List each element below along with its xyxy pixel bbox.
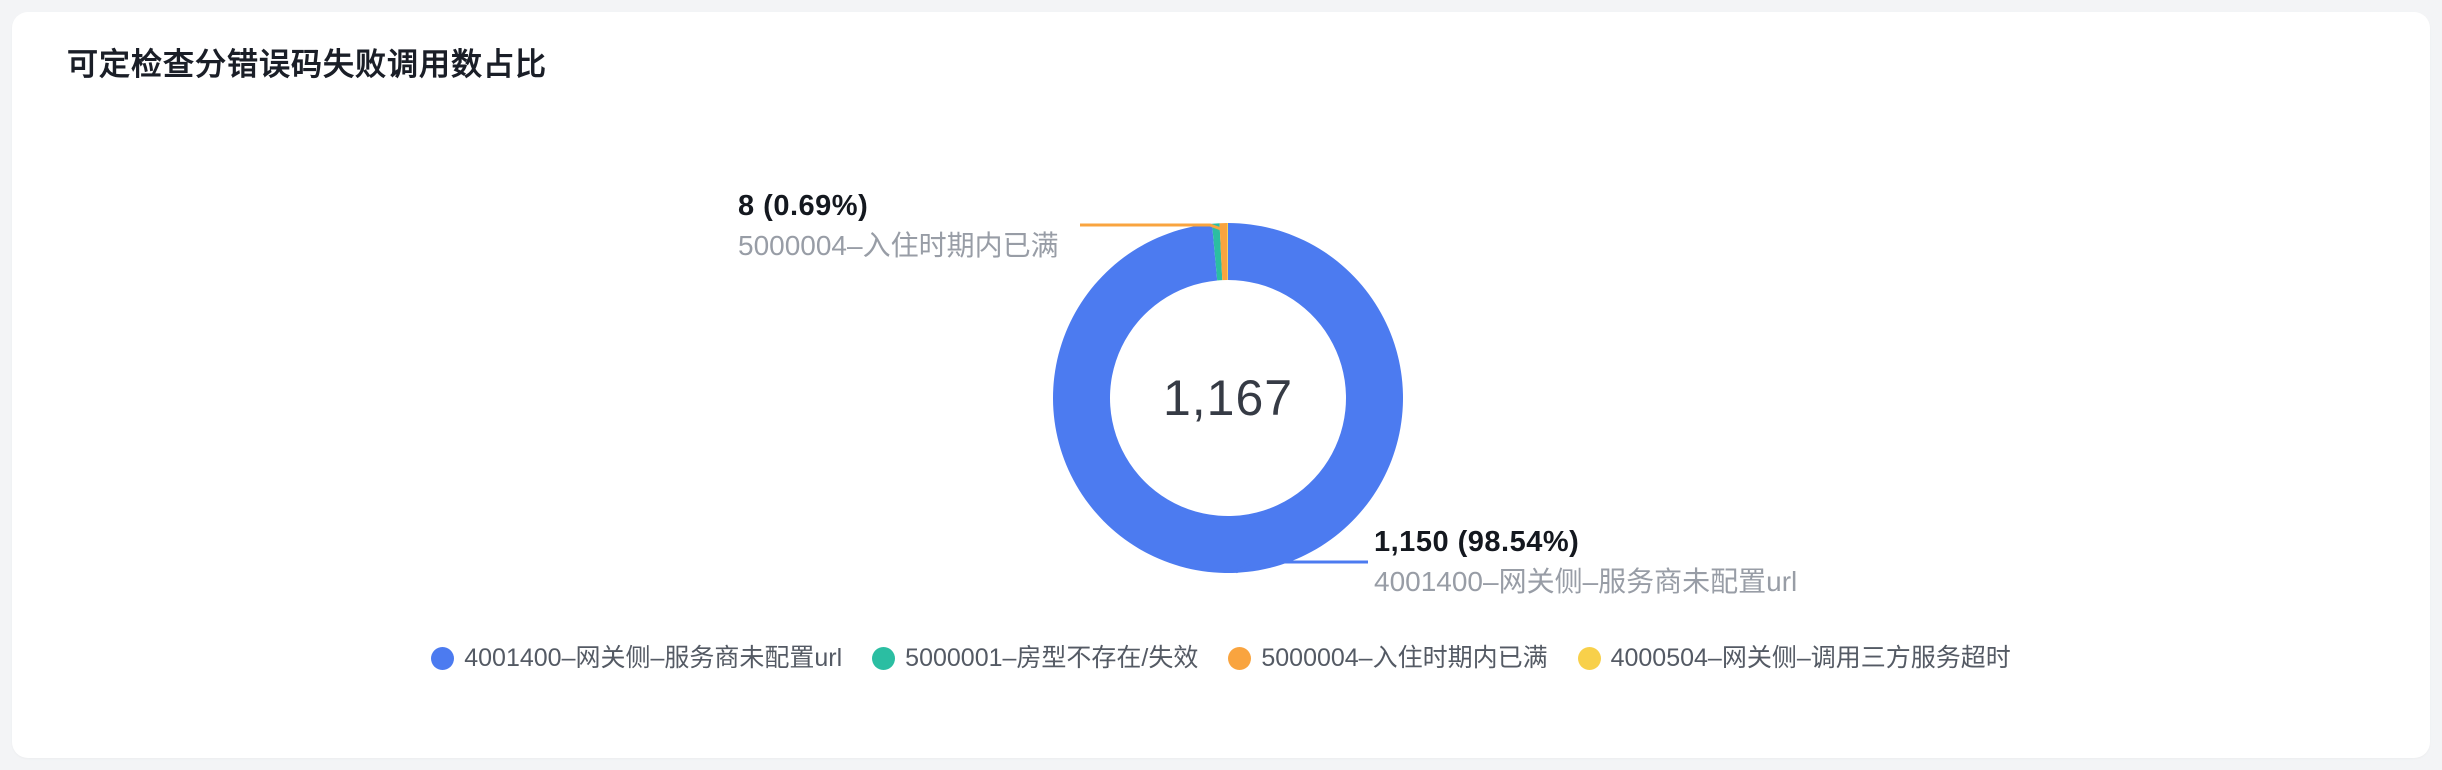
legend-item[interactable]: 4001400–网关侧–服务商未配置url xyxy=(431,644,842,672)
donut-slices xyxy=(1053,223,1404,573)
callout-series-name: 4001400–网关侧–服务商未配置url xyxy=(1374,566,1798,597)
chart-legend: 4001400–网关侧–服务商未配置url 5000001–房型不存在/失效 5… xyxy=(0,644,2442,672)
pie-slice[interactable] xyxy=(1227,223,1228,281)
callout-value: 1,150 (98.54%) xyxy=(1374,526,1580,558)
legend-dot-icon xyxy=(872,646,896,670)
donut-center-total: 1,167 xyxy=(1162,370,1294,426)
callout-main-slice: 1,150 (98.54%) 4001400–网关侧–服务商未配置url xyxy=(1374,524,1797,598)
legend-dot-icon xyxy=(1228,646,1252,670)
legend-item-label: 5000001–房型不存在/失效 xyxy=(905,644,1199,672)
legend-item[interactable]: 4000504–网关侧–调用三方服务超时 xyxy=(1577,644,2011,672)
label-line-blue xyxy=(1235,560,1368,574)
legend-item-label: 4000504–网关侧–调用三方服务超时 xyxy=(1610,644,2011,672)
chart-title: 可定检查分错误码失败调用数占比 xyxy=(67,47,547,82)
legend-item-label: 4001400–网关侧–服务商未配置url xyxy=(464,644,843,672)
callout-value: 8 (0.69%) xyxy=(738,190,869,222)
chart-card xyxy=(12,12,2430,758)
legend-item-label: 5000004–入住时期内已满 xyxy=(1261,644,1548,672)
legend-item[interactable]: 5000001–房型不存在/失效 xyxy=(872,644,1198,672)
legend-item[interactable]: 5000004–入住时期内已满 xyxy=(1228,644,1548,672)
pie-slice[interactable] xyxy=(1212,223,1223,281)
callout-series-name: 5000004–入住时期内已满 xyxy=(738,230,1059,261)
pie-slice[interactable] xyxy=(1053,223,1404,573)
callout-small-slice: 8 (0.69%) 5000004–入住时期内已满 xyxy=(738,188,1059,262)
legend-dot-icon xyxy=(1577,646,1601,670)
label-line-orange xyxy=(1080,223,1222,231)
pie-slice[interactable] xyxy=(1219,223,1228,281)
legend-dot-icon xyxy=(431,646,455,670)
